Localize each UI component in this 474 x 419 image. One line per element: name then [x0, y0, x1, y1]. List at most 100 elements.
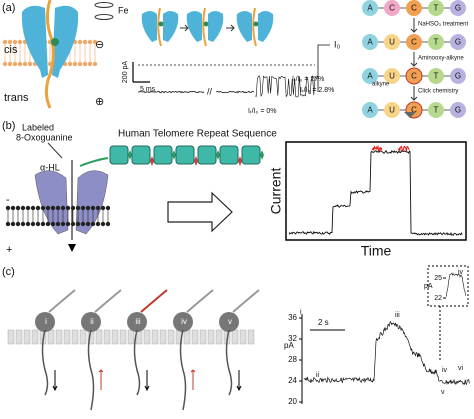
axis-label: Time [361, 243, 392, 259]
cis-label: cis [4, 44, 18, 56]
membrane [239, 329, 247, 345]
nucleotide [384, 34, 400, 50]
nucleotide [384, 0, 400, 16]
lipid-head [90, 221, 96, 227]
pore-label: α-HL [40, 162, 60, 172]
lipid-head [105, 221, 111, 227]
current-trace [254, 75, 318, 98]
lipid-head [2, 39, 8, 45]
nucleotide [405, 67, 423, 85]
lipid-head [77, 39, 83, 45]
inset-trace [445, 272, 466, 297]
charge-label: - [6, 194, 10, 206]
g-quadruplex [197, 145, 217, 165]
lipid-head [35, 205, 41, 211]
pore-head [127, 312, 147, 332]
pore-icon [141, 11, 179, 42]
panel-label: (a) [2, 2, 15, 14]
lipid-head [15, 221, 21, 227]
lipid-head [55, 205, 61, 211]
nucleotide [384, 68, 400, 84]
membrane [63, 329, 71, 345]
nucleotide [406, 34, 422, 50]
membrane [247, 329, 255, 345]
nucleotide-label: G [455, 38, 461, 47]
arrow-head [68, 244, 76, 252]
sequence-label: Human Telomere Repeat Sequence [118, 129, 277, 140]
lipid-head [45, 205, 51, 211]
nucleotide [450, 34, 466, 50]
membrane [119, 329, 127, 345]
current-trace [288, 149, 463, 236]
level-label: ii [316, 372, 320, 379]
lipid-head [30, 205, 36, 211]
marker [150, 156, 154, 166]
membrane [47, 329, 55, 345]
nucleotide [428, 68, 444, 84]
ferrocene-icon [158, 21, 164, 27]
lipid-head [87, 39, 93, 45]
dna-strand [41, 329, 49, 396]
lipid-head [60, 221, 66, 227]
click-tag [404, 112, 416, 118]
chem-step: Aminooxy-alkyne [418, 56, 464, 62]
current-trace [137, 90, 205, 94]
membrane [103, 329, 111, 345]
y-tick-label: 20 [288, 397, 297, 406]
stage-label: iv [181, 317, 187, 326]
lipid-head [75, 221, 81, 227]
arrow [410, 86, 418, 101]
flow-arrow [236, 370, 242, 392]
lipid-head [95, 205, 101, 211]
dna-icon [157, 7, 162, 47]
dna-strand [87, 329, 95, 411]
membrane [215, 329, 223, 345]
inset-frame [427, 265, 469, 307]
lipid-head [60, 205, 66, 211]
dna-strand [133, 329, 141, 396]
lipid-head [92, 61, 98, 67]
nucleotide [428, 102, 444, 118]
charge-label: + [6, 244, 12, 256]
dna-duplex [140, 289, 168, 313]
nucleotide [362, 0, 378, 16]
trans-label: trans [4, 92, 29, 104]
pore-head [35, 312, 55, 332]
lipid-head [17, 61, 23, 67]
nucleotide [428, 0, 444, 16]
lipid-head [27, 61, 33, 67]
membrane [79, 329, 87, 345]
pore-icon [186, 11, 224, 42]
pore-head [173, 312, 193, 332]
lipid-head [90, 205, 96, 211]
pore-icon [236, 11, 274, 42]
lipid-head [17, 39, 23, 45]
nucleotide-label: C [411, 72, 417, 81]
nucleotide [406, 0, 422, 16]
level-label: iv [458, 269, 464, 276]
pore-head [219, 312, 239, 332]
open-trace [317, 44, 330, 92]
level-label: iii [395, 312, 400, 319]
ratio-label: Iᵣ/I₀ = 0% [248, 108, 277, 115]
nucleotide [384, 102, 400, 118]
lipid-head [20, 205, 26, 211]
nucleotide-label: C [411, 4, 417, 13]
lipid-head [22, 61, 28, 67]
marker [194, 156, 198, 166]
ferrocene-icon [203, 21, 209, 27]
membrane [231, 329, 239, 345]
nucleotide [362, 68, 378, 84]
stage-label: i [45, 317, 47, 326]
flow-arrow [190, 369, 196, 390]
dna-strand [179, 329, 187, 411]
flow-arrow [144, 370, 150, 392]
ferrocene-icon [253, 21, 259, 27]
panel-label: (b) [2, 120, 15, 132]
nucleotide-label: T [434, 106, 439, 115]
membrane [207, 329, 215, 345]
level-label: iv [442, 367, 448, 374]
nucleotide-label: U [389, 38, 395, 47]
flow-arrow [98, 369, 104, 390]
dna-tail [79, 157, 109, 167]
